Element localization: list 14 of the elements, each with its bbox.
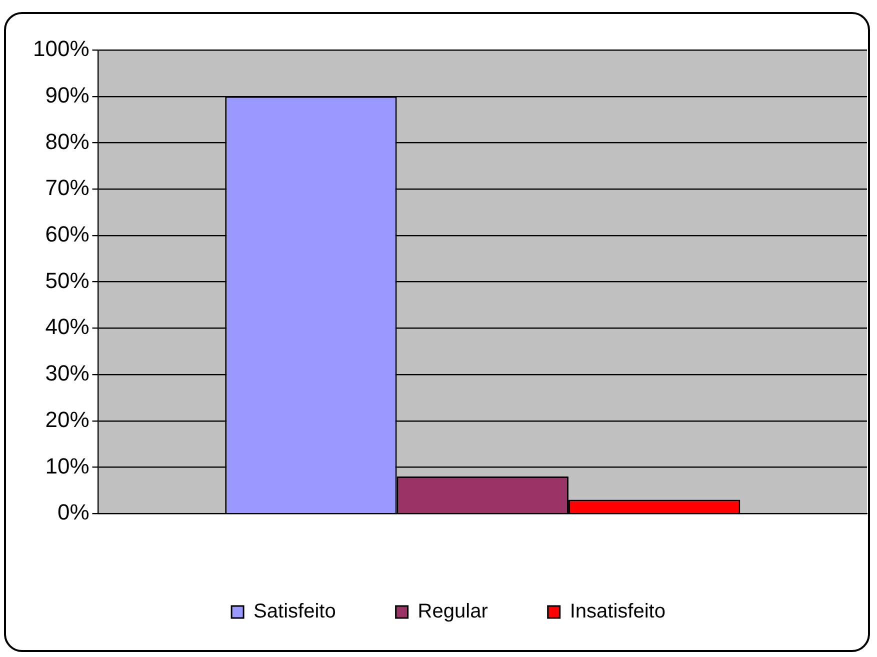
legend-label: Regular xyxy=(418,600,488,623)
y-tick-label: 40% xyxy=(45,314,90,340)
y-tick-label: 30% xyxy=(45,360,90,386)
y-tick-label: 50% xyxy=(45,268,90,293)
y-tick-label: 80% xyxy=(45,128,90,154)
y-tick-label: 20% xyxy=(45,406,90,432)
y-tick-label: 60% xyxy=(45,222,90,247)
legend-label: Satisfeito xyxy=(254,600,336,623)
y-tick-label: 70% xyxy=(45,175,90,200)
y-tick-label: 90% xyxy=(45,82,90,108)
y-tick-label: 100% xyxy=(32,36,90,62)
y-tick-label: 0% xyxy=(57,500,90,525)
legend-label: Insatisfeito xyxy=(570,600,666,623)
y-tick-label: 10% xyxy=(45,453,90,478)
